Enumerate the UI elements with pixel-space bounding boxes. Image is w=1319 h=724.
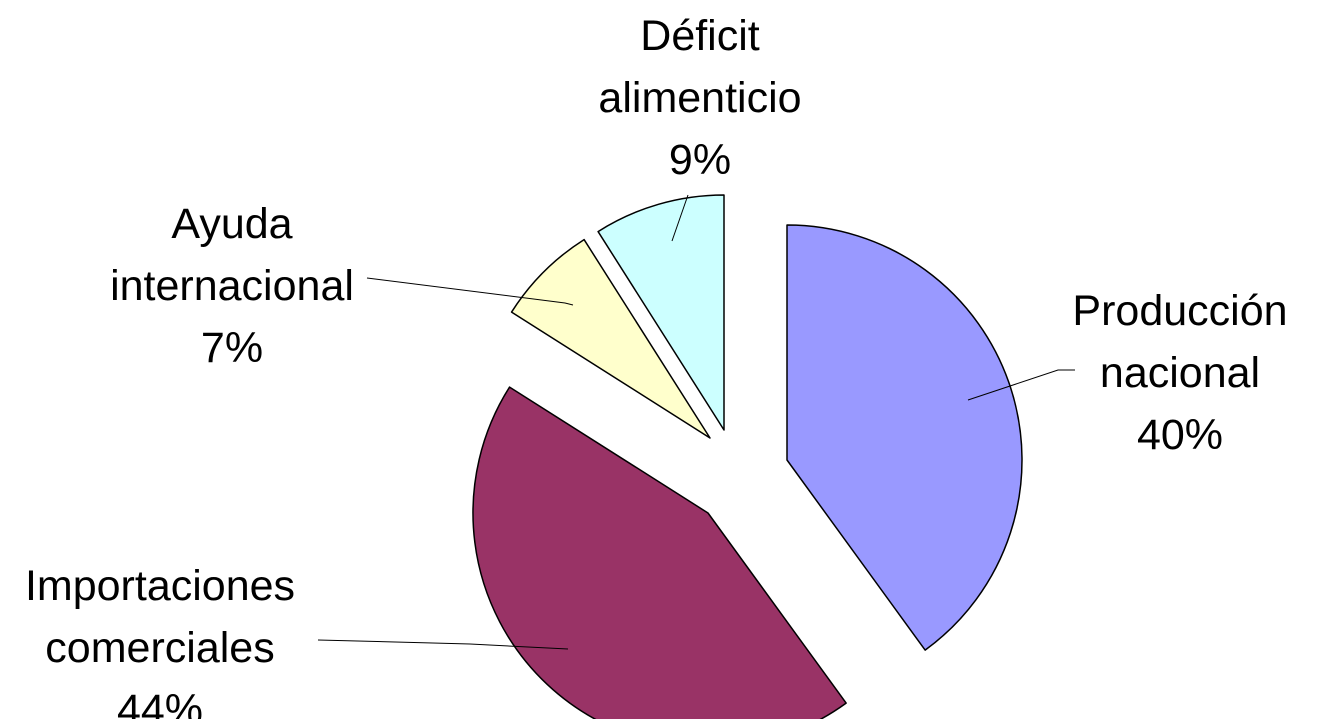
slice-label-0: Producción nacional 40%: [1072, 287, 1287, 459]
leader-lines: [317, 194, 1075, 650]
leader-line-1: [317, 639, 569, 650]
slice-name-line: internacional: [110, 262, 354, 310]
slice-name-line: alimenticio: [598, 74, 801, 122]
slice-percent-label: 7%: [201, 324, 263, 372]
slice-label-2: Ayuda internacional 7%: [110, 200, 354, 372]
slice-label-3: Déficit alimenticio 9%: [598, 12, 801, 184]
pie-slice-0: [786, 224, 1023, 651]
pie-slice-2: [510, 238, 711, 439]
leader-line-2: [366, 277, 574, 306]
leader-line-3: [671, 194, 689, 242]
slice-name-line: nacional: [1100, 349, 1260, 397]
slice-label-1: Importaciones comerciales 44%: [25, 562, 295, 719]
slice-percent-label: 44%: [117, 686, 203, 719]
slice-name-line: Producción: [1072, 287, 1287, 335]
slice-name-line: comerciales: [45, 624, 274, 672]
slice-labels: Producción nacional 40% Importaciones comerc…: [25, 12, 1288, 724]
leader-line-0: [967, 369, 1075, 401]
pie-slice-1: [472, 386, 847, 724]
slice-percent-label: 9%: [669, 136, 731, 184]
slice-name-line: Déficit: [640, 12, 760, 60]
slice-name-line: Importaciones: [25, 562, 295, 610]
pie-slice-3: [597, 194, 725, 431]
slices-layer: [472, 194, 1023, 724]
slice-percent-label: 40%: [1137, 411, 1223, 459]
slice-name-line: Ayuda: [171, 200, 292, 248]
